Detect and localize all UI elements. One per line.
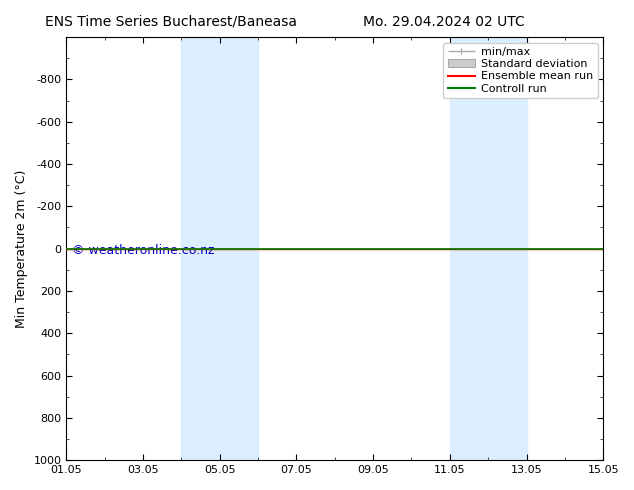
Text: ENS Time Series Bucharest/Baneasa: ENS Time Series Bucharest/Baneasa	[45, 15, 297, 29]
Legend: min/max, Standard deviation, Ensemble mean run, Controll run: min/max, Standard deviation, Ensemble me…	[443, 43, 598, 98]
Y-axis label: Min Temperature 2m (°C): Min Temperature 2m (°C)	[15, 170, 28, 328]
Bar	[450, 37, 526, 460]
Text: © weatheronline.co.nz: © weatheronline.co.nz	[72, 244, 214, 257]
Bar	[181, 37, 258, 460]
Text: Mo. 29.04.2024 02 UTC: Mo. 29.04.2024 02 UTC	[363, 15, 525, 29]
